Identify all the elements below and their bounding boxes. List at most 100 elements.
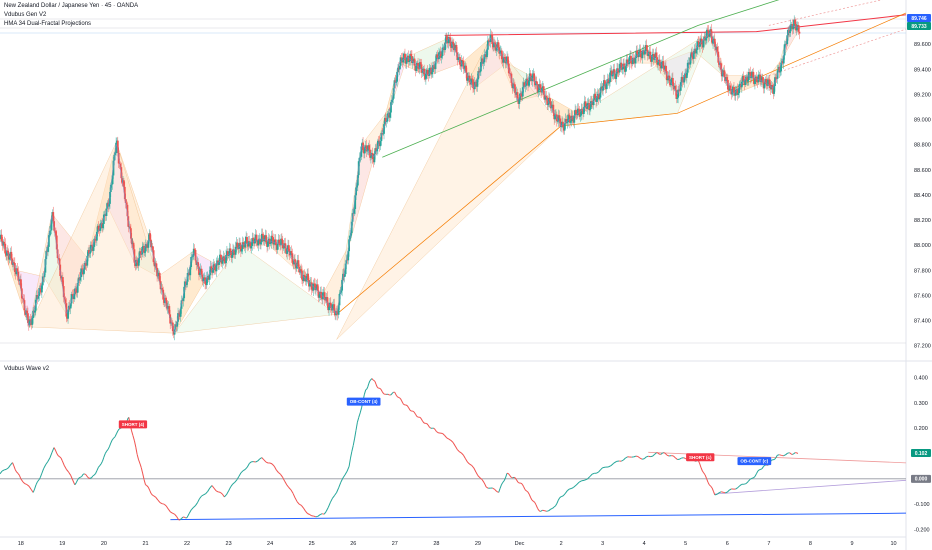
candle-body (710, 29, 713, 37)
wave-segment (159, 502, 163, 505)
candle-body (97, 225, 100, 231)
wave-segment (639, 457, 643, 460)
candle-body (444, 43, 446, 51)
wave-segment (513, 476, 516, 479)
wave-segment (346, 466, 350, 472)
candle-body (657, 62, 659, 65)
oscillator-label[interactable]: Vdubus Wave v2 (4, 366, 50, 372)
candle-body (73, 293, 76, 299)
candle-body (558, 115, 561, 119)
candle-body (47, 246, 49, 252)
candle-body (112, 160, 115, 176)
candle-body (598, 97, 601, 100)
candle-body (52, 212, 55, 222)
wave-segment (367, 383, 370, 387)
candle-body (573, 115, 576, 123)
candle-body (518, 99, 521, 104)
wave-segment (209, 485, 213, 489)
wave-segment (661, 452, 664, 454)
wave-segment (521, 484, 525, 488)
symbol-title[interactable]: New Zealand Dollar / Japanese Yen · 45 ·… (4, 3, 139, 9)
candle-body (660, 62, 663, 69)
candle-body (749, 72, 752, 79)
wave-segment (444, 435, 448, 439)
candle-body (645, 45, 648, 50)
candle-body (737, 93, 740, 95)
wave-segment (523, 486, 526, 490)
wave-segment (298, 503, 302, 506)
candle-body (356, 175, 359, 186)
candle-body (219, 254, 222, 258)
wave-segment (790, 453, 793, 455)
candle-body (719, 62, 722, 70)
candle-body (774, 77, 777, 79)
candle-body (471, 78, 474, 80)
wave-segment (777, 454, 780, 456)
wave-segment (473, 467, 477, 473)
wave-segment (115, 430, 119, 435)
candle-body (723, 70, 726, 78)
wave-segment (257, 458, 261, 462)
wave-segment (446, 437, 450, 440)
wave-segment (537, 507, 540, 511)
candle-body (653, 58, 656, 60)
wave-segment (313, 515, 317, 518)
candle-body (505, 61, 508, 64)
wave-segment (479, 477, 483, 480)
wave-segment (408, 407, 411, 411)
wave-segment (172, 512, 175, 515)
candle-body (102, 214, 105, 224)
candle-body (428, 68, 431, 76)
red-channel-line (444, 14, 906, 36)
price-tick-label: 89.600 (914, 42, 931, 48)
wave-segment (747, 478, 751, 482)
wave-segment (45, 461, 49, 465)
candle-body (712, 39, 714, 44)
wave-segment (584, 478, 588, 481)
wave-segment (340, 477, 344, 483)
candle-body (65, 303, 68, 317)
candle-body (592, 99, 595, 106)
indicator-label-hma-projections[interactable]: HMA 34 Dual-Fractal Projections (4, 21, 92, 27)
candle-body (260, 233, 263, 243)
candle-body (114, 153, 117, 155)
candle-body (589, 109, 591, 111)
candle-body (200, 268, 203, 275)
wave-segment (111, 437, 114, 441)
wave-segment (61, 460, 65, 466)
candle-body (546, 97, 549, 106)
candle-body (740, 81, 743, 88)
wave-segment (296, 501, 300, 505)
wave-segment (132, 435, 135, 441)
candle-body (641, 50, 644, 59)
candle-body (197, 262, 200, 267)
candle-body (569, 121, 572, 123)
wave-segment (53, 447, 56, 451)
candle-body (223, 256, 226, 262)
wave-segment (674, 457, 678, 460)
signal-badge-label: SHORT (c) (689, 455, 712, 460)
candle-body (396, 71, 398, 82)
indicator-label-vdubus-gen[interactable]: Vdubus Gen V2 (4, 12, 47, 18)
wave-segment (165, 505, 169, 510)
wave-segment (402, 403, 405, 406)
candle-body (385, 121, 388, 122)
candle-body (343, 274, 346, 277)
wave-segment (359, 407, 363, 414)
wave-segment (106, 448, 109, 452)
candle-body (201, 274, 204, 282)
candle-body (568, 114, 570, 116)
candle-body (176, 321, 179, 327)
wave-segment (460, 452, 464, 456)
candle-body (487, 40, 490, 42)
candle-body (615, 73, 618, 80)
candle-body (782, 55, 785, 64)
candle-body (75, 288, 77, 293)
wave-segment (503, 477, 507, 481)
wave-segment (103, 453, 106, 458)
candle-body (571, 115, 574, 120)
wave-segment (499, 484, 502, 489)
candle-body (20, 279, 22, 289)
candle-body (10, 251, 13, 259)
